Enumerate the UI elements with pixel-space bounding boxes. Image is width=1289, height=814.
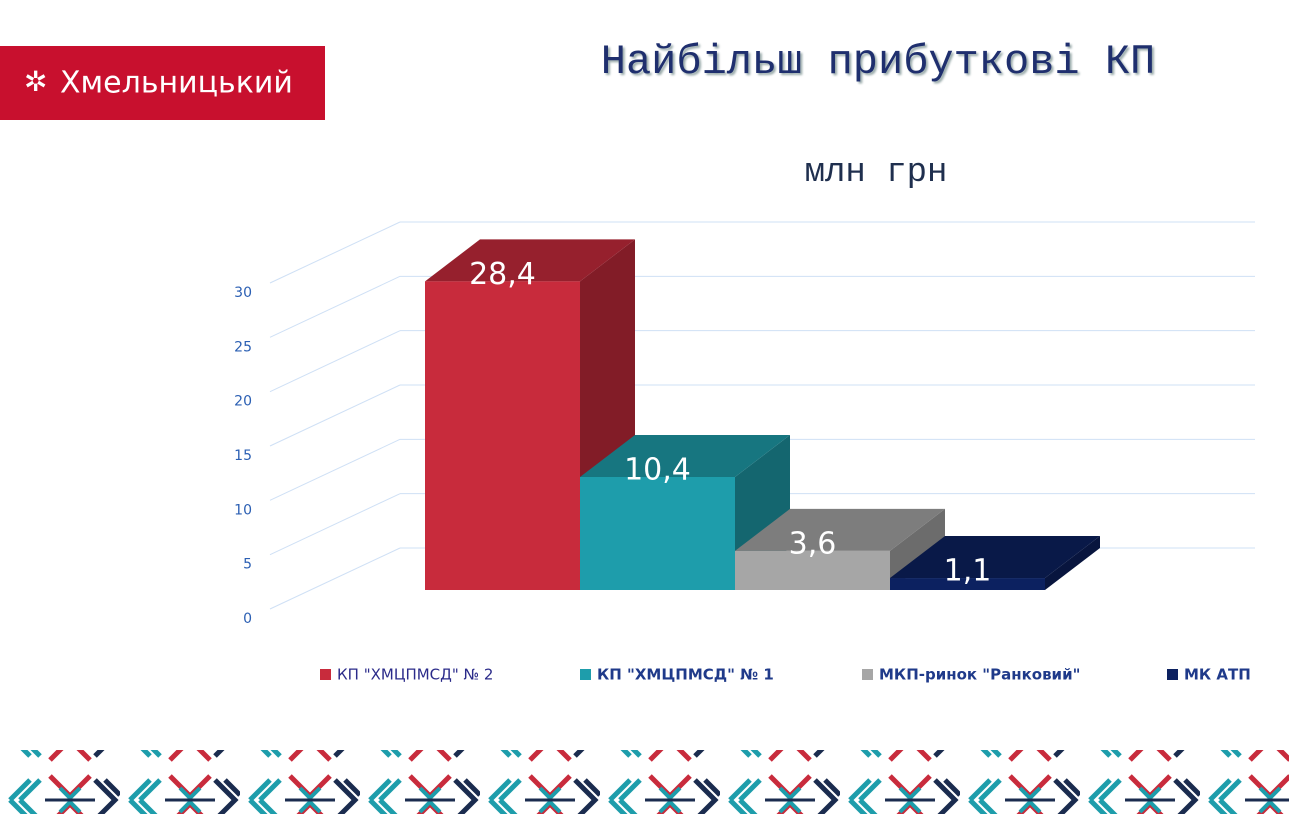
bar [735,550,890,590]
chart-subtitle: млн грн [805,154,948,192]
grid-line [269,438,401,501]
y-tick-label: 10 [234,502,252,518]
grid-line [269,221,401,284]
legend-label: МКП-ринок "Ранковий" [879,666,1080,684]
legend-label: КП "ХМЦПМСД" № 1 [597,666,774,684]
grid-line [269,330,401,393]
grid-line [269,493,401,556]
legend-label: КП "ХМЦПМСД" № 2 [337,666,493,684]
value-label: 1,1 [944,554,992,589]
grid-line [269,384,401,447]
logo-box [0,46,325,120]
y-tick-label: 0 [243,611,252,627]
value-label: 10,4 [624,452,691,487]
y-tick-label: 25 [234,339,252,355]
bar-top [890,536,1100,579]
legend-swatch [580,669,591,680]
y-tick-label: 15 [234,448,252,464]
y-tick-label: 30 [234,285,252,301]
chart-title: Найбільш прибуткові КП [601,38,1156,86]
bar-top [580,434,790,477]
legend-swatch [320,669,331,680]
bar [890,578,1045,590]
bar-top [425,239,635,282]
logo-icon: ✲ [24,65,47,98]
value-label: 28,4 [469,257,536,292]
grid-line [269,275,401,338]
y-tick-label: 20 [234,394,252,410]
bar [425,281,580,590]
value-label: 3,6 [789,526,837,561]
legend-swatch [862,669,873,680]
bar [580,476,735,590]
bar-side [1045,536,1100,590]
bar-top [735,508,945,551]
plot: 0 5 10 15 20 25 30 28,4 КП "ХМЦПМСД" № 2 10,4 КП "… [234,221,1255,684]
legend-label: МК АТП [1184,666,1251,684]
y-tick-label: 5 [243,557,252,573]
grid-line [269,547,401,610]
logo-text: Хмельницький [60,66,293,101]
legend-swatch [1167,669,1178,680]
ornament [0,750,1289,814]
